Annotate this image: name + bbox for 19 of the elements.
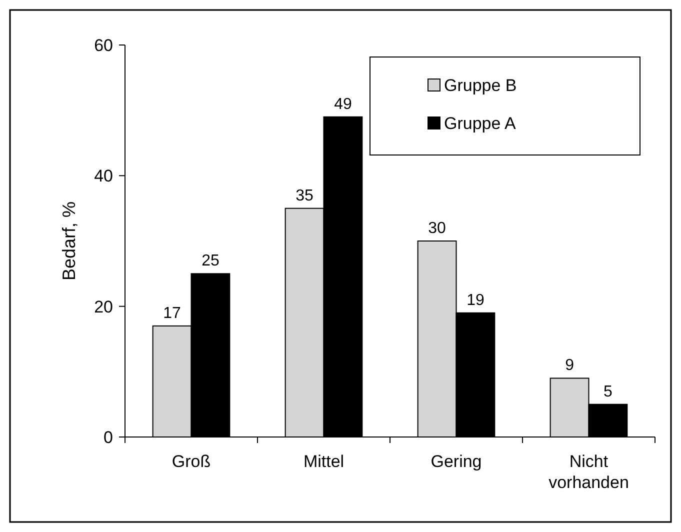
x-tick-label: Gering bbox=[430, 452, 482, 471]
x-tick-label: Nicht vorhanden bbox=[548, 452, 629, 492]
data-label: 19 bbox=[466, 292, 484, 309]
data-label: 49 bbox=[334, 96, 352, 113]
data-label: 25 bbox=[202, 252, 220, 270]
data-label: 17 bbox=[163, 304, 182, 322]
x-tick-label: Mittel bbox=[303, 452, 344, 471]
y-tick-label: 60 bbox=[94, 36, 113, 55]
y-tick-label: 0 bbox=[104, 428, 113, 447]
data-label: 35 bbox=[296, 187, 314, 204]
x-tick-label: Groß bbox=[172, 452, 211, 471]
data-label: 9 bbox=[565, 357, 574, 374]
legend-label: Gruppe B bbox=[444, 76, 517, 95]
y-tick-label: 40 bbox=[94, 166, 113, 186]
legend-label: Gruppe A bbox=[444, 114, 516, 133]
data-label: 5 bbox=[604, 383, 613, 400]
y-axis-title: Bedarf, % bbox=[59, 201, 79, 281]
data-label: 30 bbox=[428, 220, 446, 237]
y-tick-label: 20 bbox=[94, 297, 113, 316]
